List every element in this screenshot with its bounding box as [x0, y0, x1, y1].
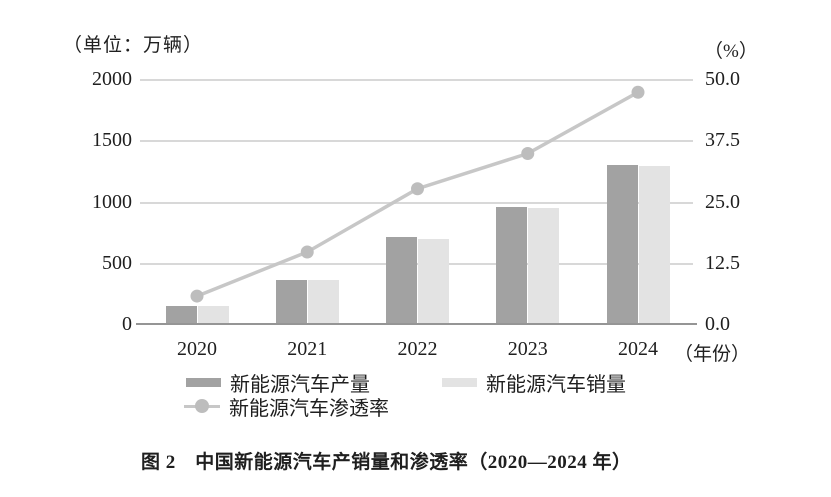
legend-label-production: 新能源汽车产量 [230, 373, 370, 396]
right-tick-0.0: 0.0 [705, 313, 730, 335]
legend-label-penetration: 新能源汽车渗透率 [229, 397, 389, 420]
x-label-2024: 2024 [618, 338, 658, 360]
left-tick-500: 500 [102, 251, 132, 274]
left-tick-2000: 2000 [92, 68, 132, 90]
penetration-marker-2021 [300, 245, 314, 259]
right-tick-12.5: 12.5 [705, 251, 740, 274]
production-bar-swatch [186, 377, 221, 387]
x-axis-unit-label: （年份） [674, 344, 751, 365]
x-label-2020: 2020 [177, 338, 217, 360]
production-bar-2023 [496, 206, 528, 323]
x-label-2021: 2021 [287, 338, 328, 360]
left-axis-unit-label: （单位：万辆） [63, 35, 204, 56]
sales-bar-2020 [197, 306, 229, 323]
x-label-2023: 2023 [507, 338, 548, 360]
sales-bar-2024 [638, 165, 670, 323]
legend-label-sales: 新能源汽车销量 [486, 373, 626, 396]
legend-item-penetration: 新能源汽车渗透率 [184, 394, 389, 420]
penetration-marker-2020 [190, 289, 204, 303]
sales-bar-2022 [418, 239, 449, 323]
right-tick-25.0: 25.0 [705, 190, 740, 213]
x-label-2022: 2022 [397, 338, 438, 360]
legend-item-sales: 新能源汽车销量 [442, 370, 626, 396]
production-bar-2021 [275, 280, 307, 323]
left-tick-1000: 1000 [92, 190, 132, 213]
sales-bar-2023 [528, 207, 560, 323]
plot-area [136, 79, 697, 325]
sales-bar-swatch [442, 377, 477, 387]
legend-item-production: 新能源汽车产量 [186, 370, 370, 396]
production-bar-2022 [386, 237, 417, 323]
line-marker-icon [195, 399, 209, 413]
production-bar-2024 [606, 164, 638, 323]
penetration-marker-2023 [521, 146, 535, 160]
penetration-line-swatch [184, 399, 220, 413]
production-bar-2020 [165, 306, 197, 323]
penetration-marker-2022 [411, 182, 424, 196]
penetration-line-chart [190, 85, 645, 303]
penetration-marker-2024 [631, 85, 645, 99]
sales-bar-2021 [307, 280, 339, 323]
right-tick-37.5: 37.5 [705, 129, 740, 152]
x-axis-line [136, 323, 697, 325]
gridline-1000 [140, 201, 693, 204]
gridline-2000 [140, 79, 693, 81]
figure-caption: 图 2 中国新能源汽车产销量和渗透率（2020—2024 年） [141, 452, 632, 473]
right-axis-unit-label: （%） [704, 41, 758, 62]
left-tick-0: 0 [122, 313, 132, 335]
gridline-1500 [140, 140, 693, 143]
left-tick-1500: 1500 [92, 129, 132, 152]
right-tick-50.0: 50.0 [705, 68, 740, 90]
